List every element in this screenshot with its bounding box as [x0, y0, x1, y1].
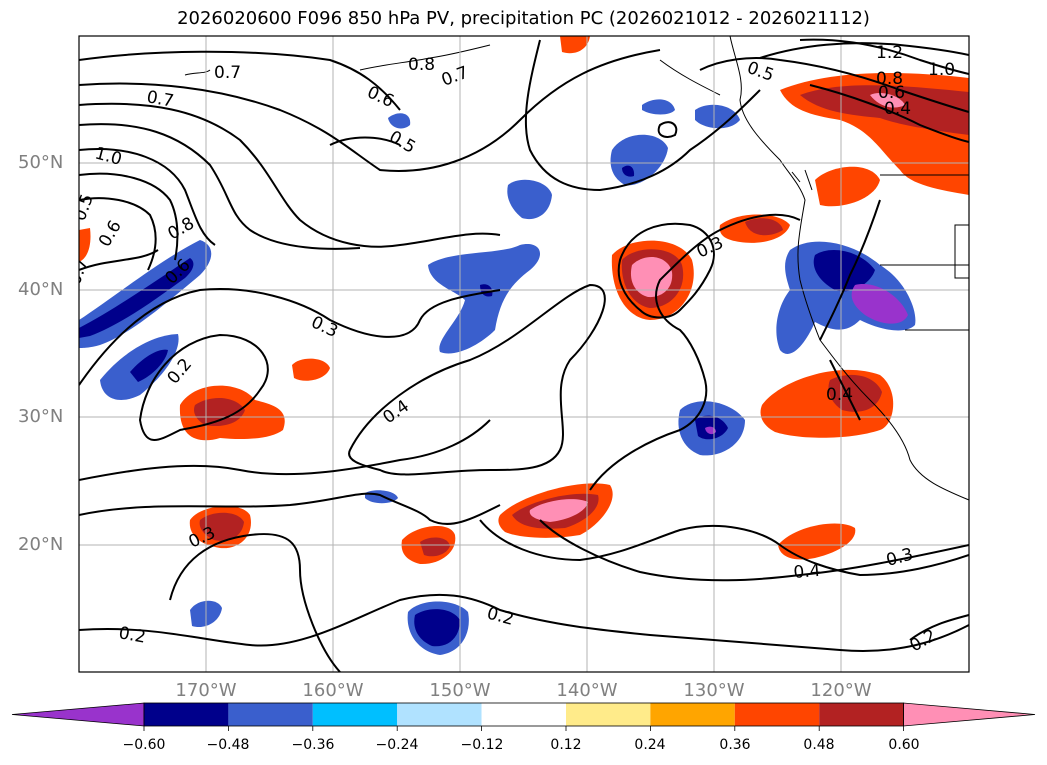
- lat-label: 50°N: [18, 152, 64, 173]
- map-frame: [78, 35, 970, 673]
- colorbar-tick-marks: [143, 726, 904, 731]
- colorbar-bin: [903, 702, 1036, 727]
- lat-label: 40°N: [18, 279, 64, 300]
- precip-neg-39n-core: [813, 250, 875, 292]
- colorbar-frame: [143, 702, 904, 727]
- colorbar-tick-label: 0.60: [888, 737, 920, 753]
- precip-neg-52n-core: [622, 165, 635, 177]
- precip-blob-35n: [292, 358, 330, 381]
- contour-label: 0.6: [878, 83, 905, 103]
- precip-neg-54n: [388, 113, 411, 129]
- colorbar-bin: [397, 703, 482, 726]
- colorbar-bin: [819, 703, 904, 726]
- colorbar-tick-label: 0.12: [550, 737, 582, 753]
- colorbar-tick-label: 0.48: [803, 737, 835, 753]
- contour-label: 0.7: [214, 63, 241, 83]
- precip-neg-55n: [642, 99, 675, 115]
- map-title: 2026020600 F096 850 hPa PV, precipitatio…: [177, 8, 870, 29]
- precip-blob-edge: [79, 228, 91, 262]
- lat-label: 20°N: [18, 534, 64, 555]
- precip-neg-48n: [507, 179, 552, 220]
- map-plot-area: 1.2 1.0 0.8 0.6 0.4 0.5 0.7 0.8 0.7 0.6 …: [79, 36, 969, 672]
- precip-blob-30n-w-core: [194, 398, 245, 427]
- colorbar-bin: [734, 703, 820, 726]
- precip-neg-40n: [428, 244, 541, 354]
- contour-label: 0.4: [884, 99, 911, 119]
- precip-blob-21n-w-core: [199, 512, 244, 541]
- contour-label: 0.2: [117, 623, 147, 647]
- colorbar-bin: [566, 703, 651, 726]
- colorbar: [11, 702, 1036, 731]
- contour-label: 0.7: [145, 87, 175, 111]
- precip-neg-jet-core: [79, 258, 194, 338]
- precip-neg-14n-core: [414, 609, 460, 647]
- precip-blob-42n-core: [745, 218, 783, 236]
- precip-blob-40n-peak: [630, 256, 673, 298]
- precip-neg-33n-core: [130, 349, 168, 382]
- precip-blob-nw-coast: [815, 166, 880, 207]
- lon-label: 160°W: [302, 680, 364, 701]
- precip-neg-39n: [776, 241, 916, 354]
- lon-label: 150°W: [429, 680, 491, 701]
- lon-label: 170°W: [175, 680, 237, 701]
- colorbar-bin: [144, 703, 229, 726]
- contour-label: 1.0: [928, 60, 955, 80]
- colorbar-bin: [228, 703, 313, 726]
- coastline: [184, 36, 969, 501]
- colorbar-tick-label: 0.24: [634, 737, 666, 753]
- precip-blob-ne-peak: [870, 93, 905, 108]
- precip-neg-55n-b: [695, 104, 740, 129]
- lon-label: 130°W: [683, 680, 745, 701]
- precip-blob-ne-core: [800, 85, 969, 135]
- precip-blob-20n-core: [420, 537, 450, 557]
- precip-blob-19n: [778, 523, 856, 560]
- contour-label: 0.8: [408, 55, 435, 75]
- colorbar-tick-label: −0.36: [291, 737, 335, 753]
- contour-label: 1.2: [876, 43, 903, 63]
- precip-neg-39n-peak: [851, 284, 908, 324]
- colorbar-tick-label: −0.48: [206, 737, 250, 753]
- colorbar-bin: [481, 703, 566, 726]
- contour-label: 0.4: [793, 561, 822, 583]
- colorbar-bin: [650, 703, 735, 726]
- colorbar-tick-label: 0.36: [719, 737, 751, 753]
- contour-label: 0.8: [876, 69, 903, 89]
- lon-label: 140°W: [556, 680, 618, 701]
- precip-neg-29n-peak: [705, 426, 716, 435]
- precip-blob-22n-peak: [529, 499, 588, 522]
- colorbar-tick-label: −0.24: [375, 737, 419, 753]
- colorbar-bin: [312, 703, 398, 726]
- precip-blob-top: [560, 36, 590, 54]
- colorbar-tick-label: −0.12: [460, 737, 504, 753]
- colorbar-bin: [11, 702, 145, 727]
- contour-label: 0.4: [826, 385, 853, 405]
- lon-label: 120°W: [810, 680, 872, 701]
- pv-contours: [79, 38, 969, 672]
- lat-label: 30°N: [18, 406, 64, 427]
- colorbar-tick-label: −0.60: [122, 737, 166, 753]
